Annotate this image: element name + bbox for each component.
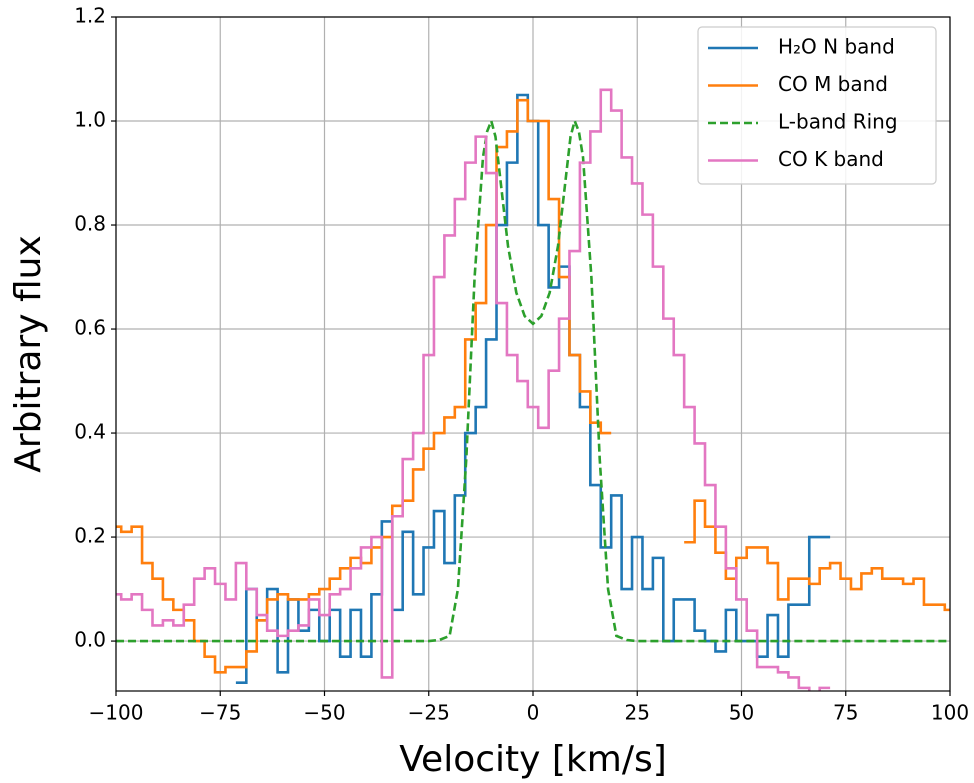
plot-lines xyxy=(116,88,950,691)
x-tick-label: 75 xyxy=(833,701,858,725)
series-line xyxy=(235,93,831,684)
y-tick-label: 1.2 xyxy=(74,4,106,28)
y-tick-label: 0.6 xyxy=(74,316,106,340)
legend-box xyxy=(697,26,937,185)
series-line xyxy=(116,116,950,643)
y-tick-label: 0.0 xyxy=(74,628,106,652)
x-tick-label: 25 xyxy=(625,701,650,725)
x-tick-label: −100 xyxy=(89,701,144,725)
x-tick-label: 50 xyxy=(729,701,754,725)
x-tick-label: 0 xyxy=(527,701,540,725)
legend-label: H₂O N band xyxy=(778,35,895,59)
ticks: −100 −75 −50 −25 0 25 50 75 100 0.0 0.2 0.4 0.6 0.8 1.… xyxy=(74,4,969,725)
x-tick-label: 100 xyxy=(931,701,969,725)
series-line xyxy=(116,88,831,691)
legend-label: L-band Ring xyxy=(778,110,898,134)
legend-label: CO K band xyxy=(778,147,884,171)
y-tick-label: 0.2 xyxy=(74,524,106,548)
x-tick-label: −50 xyxy=(303,701,345,725)
legend-label: CO M band xyxy=(778,72,888,96)
y-axis-label: Arbitrary flux xyxy=(8,235,49,473)
y-tick-label: 0.8 xyxy=(74,212,106,236)
y-tick-label: 0.4 xyxy=(74,420,106,444)
x-tick-label: −25 xyxy=(408,701,450,725)
legend: H₂O N band CO M band L-band Ring CO K band xyxy=(697,26,937,185)
x-axis-label: Velocity [km/s] xyxy=(399,739,667,780)
x-tick-label: −75 xyxy=(199,701,241,725)
grid xyxy=(115,16,951,691)
y-tick-label: 1.0 xyxy=(74,108,106,132)
